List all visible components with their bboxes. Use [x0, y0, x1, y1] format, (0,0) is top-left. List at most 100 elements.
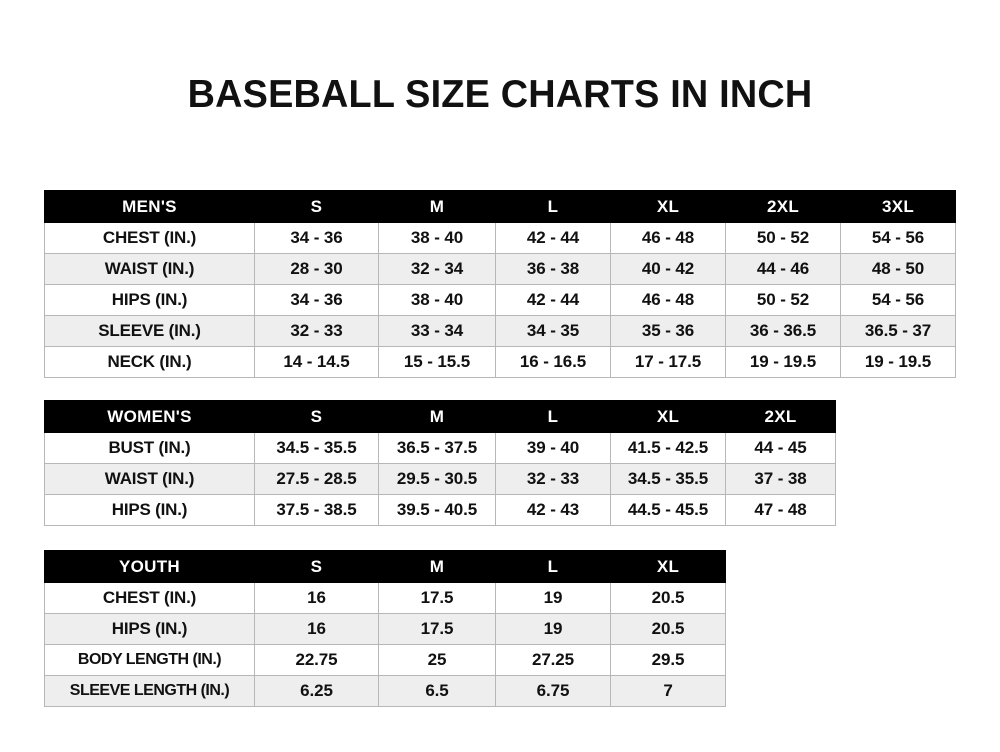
measurement-value: 14 - 14.5: [254, 346, 379, 378]
measurement-value: 33 - 34: [378, 315, 496, 347]
measurement-value: 17.5: [378, 582, 496, 614]
measurement-label: HIPS (IN.): [44, 613, 255, 645]
column-header-m: M: [378, 550, 496, 583]
measurement-value: 35 - 36: [610, 315, 726, 347]
measurement-value: 27.25: [495, 644, 611, 676]
column-header-l: L: [495, 550, 611, 583]
measurement-value: 34.5 - 35.5: [610, 463, 726, 495]
measurement-value: 6.25: [254, 675, 379, 707]
measurement-label: CHEST (IN.): [44, 582, 255, 614]
table-row: WAIST (IN.) 28 - 30 32 - 34 36 - 38 40 - 42 4…: [44, 253, 956, 285]
measurement-value: 47 - 48: [725, 494, 836, 526]
table-row: HIPS (IN.) 37.5 - 38.5 39.5 - 40.5 42 - 43 4…: [44, 494, 836, 526]
womens-table-header: WOMEN'S S M L XL 2XL: [44, 400, 836, 433]
column-header-s: S: [254, 190, 379, 223]
column-header-m: M: [378, 400, 496, 433]
measurement-value: 44.5 - 45.5: [610, 494, 726, 526]
table-category-header: YOUTH: [44, 550, 255, 583]
measurement-label: WAIST (IN.): [44, 253, 255, 285]
measurement-value: 16: [254, 613, 379, 645]
mens-table-header: MEN'S S M L XL 2XL 3XL: [44, 190, 956, 223]
measurement-value: 36.5 - 37.5: [378, 432, 496, 464]
measurement-value: 42 - 44: [495, 284, 611, 316]
measurement-value: 36.5 - 37: [840, 315, 956, 347]
measurement-value: 16: [254, 582, 379, 614]
table-row: SLEEVE (IN.) 32 - 33 33 - 34 34 - 35 35 - 36…: [44, 315, 956, 347]
measurement-value: 28 - 30: [254, 253, 379, 285]
measurement-label: BODY LENGTH (IN.): [44, 644, 255, 676]
measurement-value: 6.5: [378, 675, 496, 707]
measurement-value: 16 - 16.5: [495, 346, 611, 378]
column-header-xl: XL: [610, 190, 726, 223]
column-header-2xl: 2XL: [725, 400, 836, 433]
column-header-xl: XL: [610, 400, 726, 433]
measurement-value: 44 - 45: [725, 432, 836, 464]
measurement-value: 50 - 52: [725, 284, 841, 316]
column-header-s: S: [254, 400, 379, 433]
mens-table-body: CHEST (IN.) 34 - 36 38 - 40 42 - 44 46 - 48 5…: [44, 222, 956, 378]
measurement-value: 54 - 56: [840, 284, 956, 316]
womens-table-body: BUST (IN.) 34.5 - 35.5 36.5 - 37.5 39 - 40 4…: [44, 432, 836, 526]
measurement-value: 7: [610, 675, 726, 707]
measurement-value: 20.5: [610, 613, 726, 645]
table-row: HIPS (IN.) 16 17.5 19 20.5: [44, 613, 726, 645]
measurement-value: 34 - 36: [254, 222, 379, 254]
measurement-value: 46 - 48: [610, 222, 726, 254]
measurement-label: BUST (IN.): [44, 432, 255, 464]
measurement-value: 17.5: [378, 613, 496, 645]
measurement-label: SLEEVE LENGTH (IN.): [44, 675, 255, 707]
measurement-value: 19: [495, 613, 611, 645]
table-row: BUST (IN.) 34.5 - 35.5 36.5 - 37.5 39 - 40 4…: [44, 432, 836, 464]
measurement-label: HIPS (IN.): [44, 284, 255, 316]
measurement-label: HIPS (IN.): [44, 494, 255, 526]
measurement-value: 22.75: [254, 644, 379, 676]
measurement-value: 39 - 40: [495, 432, 611, 464]
page-title: BASEBALL SIZE CHARTS IN INCH: [187, 73, 813, 116]
measurement-value: 32 - 33: [254, 315, 379, 347]
measurement-value: 42 - 43: [495, 494, 611, 526]
measurement-value: 29.5 - 30.5: [378, 463, 496, 495]
measurement-label: NECK (IN.): [44, 346, 255, 378]
measurement-value: 29.5: [610, 644, 726, 676]
youth-size-table: YOUTH S M L XL CHEST (IN.) 16 17.5 19 20.5 HIPS (…: [44, 550, 726, 707]
mens-size-table: MEN'S S M L XL 2XL 3XL CHEST (IN.) 34 - 36 38 - …: [44, 190, 956, 378]
measurement-value: 19 - 19.5: [840, 346, 956, 378]
column-header-3xl: 3XL: [840, 190, 956, 223]
measurement-value: 25: [378, 644, 496, 676]
table-row: WAIST (IN.) 27.5 - 28.5 29.5 - 30.5 32 - 33…: [44, 463, 836, 495]
measurement-value: 50 - 52: [725, 222, 841, 254]
measurement-label: CHEST (IN.): [44, 222, 255, 254]
column-header-l: L: [495, 400, 611, 433]
measurement-value: 27.5 - 28.5: [254, 463, 379, 495]
measurement-value: 36 - 36.5: [725, 315, 841, 347]
measurement-value: 32 - 33: [495, 463, 611, 495]
column-header-m: M: [378, 190, 496, 223]
measurement-label: SLEEVE (IN.): [44, 315, 255, 347]
measurement-value: 37.5 - 38.5: [254, 494, 379, 526]
table-row: NECK (IN.) 14 - 14.5 15 - 15.5 16 - 16.5 17 …: [44, 346, 956, 378]
measurement-value: 34 - 35: [495, 315, 611, 347]
table-category-header: WOMEN'S: [44, 400, 255, 433]
womens-size-table: WOMEN'S S M L XL 2XL BUST (IN.) 34.5 - 35.5 36.…: [44, 400, 836, 526]
table-row: CHEST (IN.) 16 17.5 19 20.5: [44, 582, 726, 614]
measurement-value: 32 - 34: [378, 253, 496, 285]
column-header-xl: XL: [610, 550, 726, 583]
table-header-row: YOUTH S M L XL: [44, 550, 726, 583]
measurement-value: 48 - 50: [840, 253, 956, 285]
youth-table-body: CHEST (IN.) 16 17.5 19 20.5 HIPS (IN.) 16 17.5 1…: [44, 582, 726, 707]
measurement-value: 19 - 19.5: [725, 346, 841, 378]
measurement-value: 36 - 38: [495, 253, 611, 285]
measurement-value: 54 - 56: [840, 222, 956, 254]
table-row: CHEST (IN.) 34 - 36 38 - 40 42 - 44 46 - 48 5…: [44, 222, 956, 254]
measurement-value: 19: [495, 582, 611, 614]
table-row: SLEEVE LENGTH (IN.) 6.25 6.5 6.75 7: [44, 675, 726, 707]
table-row: HIPS (IN.) 34 - 36 38 - 40 42 - 44 46 - 48 50…: [44, 284, 956, 316]
measurement-value: 40 - 42: [610, 253, 726, 285]
measurement-value: 17 - 17.5: [610, 346, 726, 378]
measurement-value: 6.75: [495, 675, 611, 707]
measurement-value: 41.5 - 42.5: [610, 432, 726, 464]
measurement-value: 44 - 46: [725, 253, 841, 285]
table-row: BODY LENGTH (IN.) 22.75 25 27.25 29.5: [44, 644, 726, 676]
table-header-row: MEN'S S M L XL 2XL 3XL: [44, 190, 956, 223]
